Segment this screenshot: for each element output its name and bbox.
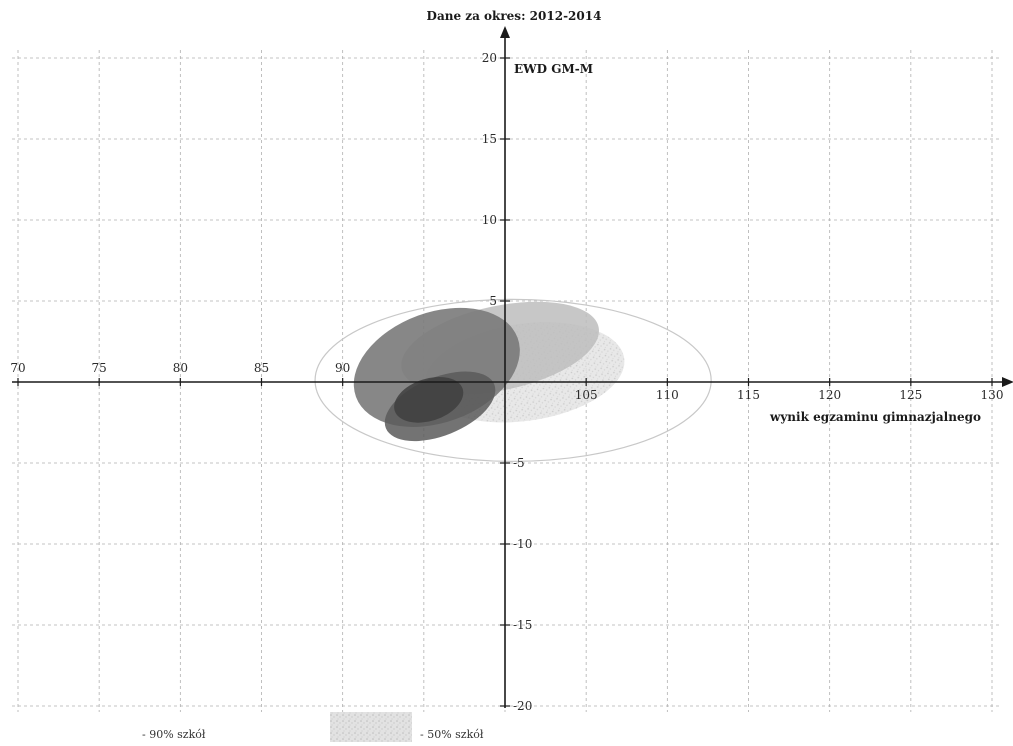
axes: [12, 26, 1013, 708]
y-tick-label: -20: [513, 699, 532, 713]
x-tick-label: 125: [899, 388, 922, 402]
y-axis-label: EWD GM-M: [514, 62, 593, 76]
x-tick-label: 110: [656, 388, 679, 402]
x-tick-label: 115: [737, 388, 760, 402]
x-tick-label: 130: [981, 388, 1004, 402]
y-tick-label: -15: [513, 618, 532, 632]
x-tick-label: 85: [254, 361, 269, 375]
legend-swatch-50: [330, 712, 412, 742]
data-ellipses: [314, 298, 712, 462]
legend-swatch-90: [52, 716, 136, 744]
x-axis-arrow: [1002, 377, 1013, 387]
legend-label-90: - 90% szkół: [142, 728, 206, 741]
legend: - 90% szkół - 50% szkół: [52, 712, 484, 744]
x-tick-label: 105: [575, 388, 598, 402]
legend-label-50: - 50% szkół: [420, 728, 484, 741]
x-tick-label: 80: [173, 361, 188, 375]
y-tick-labels: 20 15 10 5 -5 -10 -15 -20: [482, 51, 533, 713]
data-ellipse: [314, 298, 712, 462]
chart-title: Dane za okres: 2012-2014: [427, 9, 602, 23]
x-tick-labels: 70 75 80 85 90 105 110 115 120 125 130: [10, 361, 1003, 402]
data-ellipse: [394, 376, 464, 423]
x-tick-label: 70: [10, 361, 25, 375]
y-tick-label: 15: [482, 132, 497, 146]
y-axis-arrow: [500, 26, 510, 38]
x-tick-label: 120: [818, 388, 841, 402]
x-tick-label: 75: [92, 361, 107, 375]
y-tick-label: 5: [489, 294, 497, 308]
y-tick-label: 10: [482, 213, 497, 227]
y-tick-label: -5: [513, 456, 525, 470]
y-tick-label: -10: [513, 537, 532, 551]
y-tick-label: 20: [482, 51, 497, 65]
x-axis-label: wynik egzaminu gimnazjalnego: [769, 410, 981, 424]
x-tick-label: 90: [335, 361, 350, 375]
